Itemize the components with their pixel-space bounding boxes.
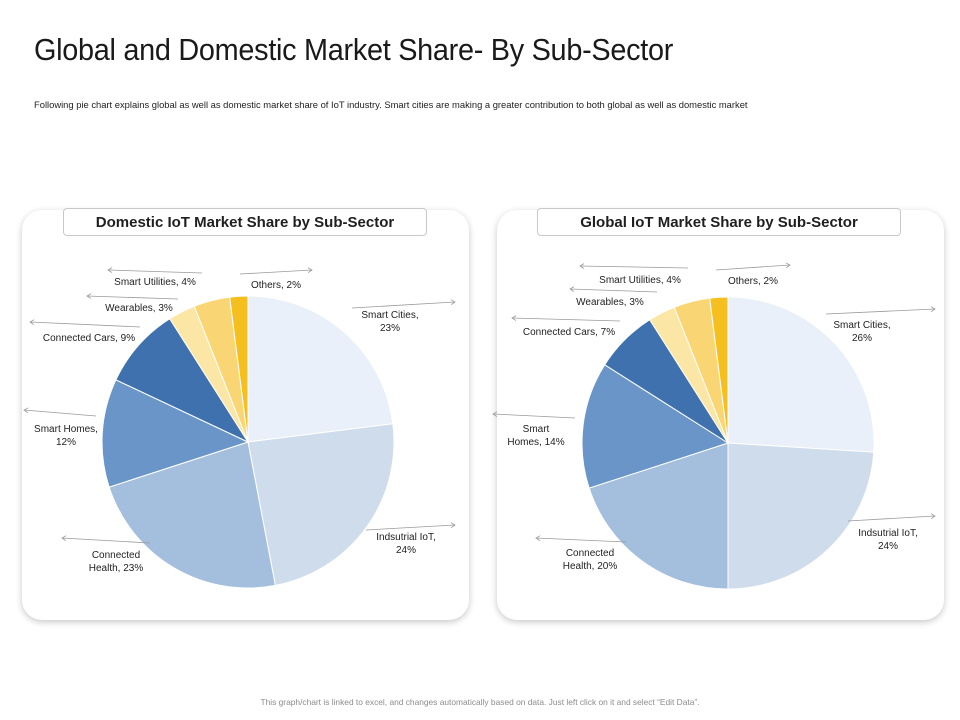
- global-label-connected-cars: Connected Cars, 7%: [523, 327, 615, 338]
- domestic-slice-others: [229, 295, 249, 443]
- global-label-smart-homes: Smart Homes, 14%: [507, 424, 564, 448]
- domestic-label-connected-health: Connected Health, 23%: [89, 550, 144, 574]
- global-slice-others: [709, 296, 729, 444]
- domestic-leader-connected-cars: [29, 321, 141, 328]
- global-leader-smart-cities: [825, 308, 936, 315]
- domestic-label-connected-cars: Connected Cars, 9%: [43, 333, 135, 344]
- footer-note: This graph/chart is linked to excel, and…: [260, 697, 700, 707]
- domestic-label-indsutrial-iot: Indsutrial IoT, 24%: [376, 532, 435, 556]
- domestic-label-smart-homes: Smart Homes, 12%: [34, 424, 98, 448]
- global-slice-connected-health: [588, 442, 729, 590]
- domestic-slice-smart-cities: [247, 295, 394, 443]
- domestic-label-wearables: Wearables, 3%: [105, 303, 173, 314]
- page-subtitle: Following pie chart explains global as w…: [34, 99, 748, 110]
- domestic-leader-arrow-connected-health: [61, 535, 67, 542]
- page-title: Global and Domestic Market Share- By Sub…: [34, 32, 674, 67]
- global-slice-smart-cities: [727, 296, 875, 453]
- domestic-leader-others: [239, 269, 313, 275]
- global-leader-arrow-smart-utilities: [579, 263, 585, 269]
- domestic-label-smart-cities: Smart Cities, 23%: [361, 310, 418, 334]
- domestic-leader-arrow-connected-cars: [29, 319, 35, 326]
- domestic-pie: [101, 295, 395, 589]
- global-label-indsutrial-iot: Indsutrial IoT, 24%: [858, 528, 917, 552]
- global-leader-arrow-connected-health: [535, 535, 541, 542]
- global-leader-smart-homes: [492, 413, 576, 419]
- global-label-wearables: Wearables, 3%: [576, 297, 644, 308]
- domestic-slice-connected-cars: [115, 318, 250, 444]
- global-label-connected-health: Connected Health, 20%: [563, 548, 618, 572]
- domestic-leader-connected-health: [61, 537, 151, 544]
- global-slice-indsutrial-iot: [727, 442, 875, 590]
- global-leader-indsutrial-iot: [847, 515, 936, 522]
- global-leader-others: [715, 264, 791, 271]
- domestic-leader-arrow-others: [307, 267, 313, 274]
- domestic-slice-connected-health: [108, 441, 276, 589]
- domestic-leader-smart-utilities: [107, 269, 203, 274]
- global-leader-arrow-smart-cities: [930, 306, 936, 313]
- domestic-leader-indsutrial-iot: [365, 524, 456, 531]
- global-chart-title: Global IoT Market Share by Sub-Sector: [537, 208, 901, 236]
- global-leader-arrow-others: [785, 262, 791, 269]
- global-pie: [581, 296, 875, 590]
- global-leader-smart-utilities: [579, 265, 689, 269]
- global-leader-connected-health: [535, 537, 627, 543]
- domestic-slice-smart-homes: [101, 379, 250, 488]
- global-leader-connected-cars: [511, 317, 621, 322]
- global-label-smart-utilities: Smart Utilities, 4%: [599, 275, 681, 286]
- global-leader-arrow-smart-homes: [492, 411, 498, 418]
- domestic-leader-arrow-indsutrial-iot: [450, 522, 456, 529]
- global-leader-wearables: [569, 288, 658, 293]
- domestic-label-smart-utilities: Smart Utilities, 4%: [114, 277, 196, 288]
- domestic-leader-arrow-smart-cities: [450, 299, 456, 306]
- global-label-smart-cities: Smart Cities, 26%: [833, 320, 890, 344]
- global-label-others: Others, 2%: [728, 276, 778, 287]
- domestic-leader-arrow-smart-utilities: [107, 267, 113, 273]
- domestic-chart-title: Domestic IoT Market Share by Sub-Sector: [63, 208, 427, 236]
- domestic-leader-arrow-wearables: [86, 293, 92, 299]
- domestic-slice-indsutrial-iot: [247, 423, 395, 586]
- global-leader-arrow-connected-cars: [511, 315, 517, 321]
- domestic-leader-wearables: [86, 295, 179, 300]
- domestic-label-others: Others, 2%: [251, 280, 301, 291]
- global-leader-arrow-indsutrial-iot: [930, 513, 936, 520]
- domestic-leader-smart-homes: [23, 409, 97, 417]
- global-slice-smart-homes: [581, 364, 730, 489]
- global-leader-arrow-wearables: [569, 286, 575, 292]
- domestic-leader-arrow-smart-homes: [23, 407, 29, 414]
- domestic-leader-smart-cities: [351, 301, 456, 309]
